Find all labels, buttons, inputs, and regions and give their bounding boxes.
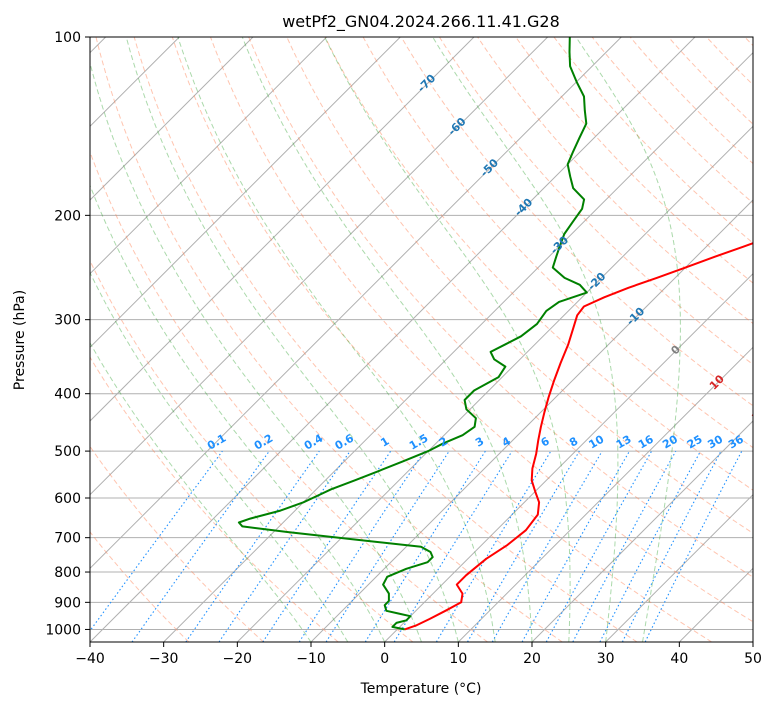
x-tick-label: −20: [223, 651, 253, 667]
x-tick-label: 50: [744, 651, 762, 667]
mixing-ratio-line: [393, 450, 513, 642]
mixing-ratio-line: [325, 450, 450, 642]
isotherm-line: [163, 51, 753, 642]
isotherm-line: [90, 37, 254, 201]
y-tick-label: 700: [54, 531, 81, 547]
y-tick-label: 200: [54, 208, 81, 224]
moist-adiabat-line: [241, 37, 533, 642]
y-axis-ticks: 100 200 300 400 500 600 700 800 900 1000: [45, 30, 90, 638]
y-tick-label: 800: [54, 565, 81, 581]
isotherm-line: [90, 37, 696, 642]
isotherm-line: [236, 125, 753, 642]
pressure-gridlines: [90, 37, 753, 630]
dry-adiabat-line: [133, 37, 638, 642]
dry-adiabat-line: [477, 37, 753, 325]
y-axis-title: Pressure (hPa): [12, 290, 28, 390]
isotherm-line: [90, 37, 549, 496]
profile-lines: [237, 37, 753, 631]
plot-frame: [89, 36, 754, 643]
dry-adiabat-line: [210, 37, 753, 623]
mixing-ratio-line: [185, 450, 320, 642]
dry-adiabat-lines: [90, 37, 753, 642]
dry-adiabat-line: [95, 37, 563, 642]
mixing-ratio-line: [572, 450, 677, 642]
mixing-ratio-line: [545, 450, 653, 642]
chart-title: wetPf2_GN04.2024.266.11.41.G28: [282, 12, 560, 32]
y-tick-label: 1000: [45, 622, 81, 638]
dry-adiabat-line: [90, 531, 190, 642]
mixing-ratio-line: [218, 450, 351, 642]
isotherm-line: [531, 420, 753, 642]
dry-adiabat-line: [90, 356, 339, 642]
dewpoint-profile-line: [237, 37, 588, 631]
isotherm-line: [90, 37, 401, 349]
mixing-ratio-line: [521, 450, 630, 642]
dry-adiabat-line: [400, 37, 753, 407]
x-tick-label: 10: [449, 651, 467, 667]
isotherm-label: 20: [749, 403, 769, 423]
x-tick-label: −40: [75, 651, 105, 667]
isotherm-line: [457, 346, 753, 642]
isotherm-line: [90, 37, 475, 422]
y-tick-label: 900: [54, 595, 81, 611]
dry-adiabat-line: [286, 37, 753, 534]
moist-adiabat-line: [125, 37, 459, 642]
moist-adiabat-line: [90, 184, 386, 642]
y-tick-label: 500: [54, 444, 81, 460]
mixing-ratio-line: [131, 450, 270, 642]
isotherm-line: [90, 37, 328, 275]
mixing-ratio-line: [364, 450, 486, 642]
temperature-profile-line: [404, 242, 753, 631]
mixing-ratio-line: [90, 450, 223, 632]
moist-adiabat-line: [90, 271, 349, 642]
x-axis-ticks: −40 −30 −20 −10 0 10 20 30 40 50: [75, 642, 762, 667]
mixing-ratio-lines: [90, 450, 743, 642]
dry-adiabat-line: [90, 259, 414, 642]
y-tick-label: 600: [54, 491, 81, 507]
mixing-ratio-line: [491, 450, 603, 642]
y-tick-label: 100: [54, 30, 81, 46]
x-tick-label: 40: [670, 651, 688, 667]
moist-adiabat-line: [324, 37, 571, 642]
dry-adiabat-line: [324, 37, 753, 491]
isotherm-line: [310, 199, 753, 642]
dry-adiabat-line: [248, 37, 753, 578]
dry-adiabat-line: [438, 37, 753, 366]
x-axis-title: Temperature (°C): [360, 681, 482, 697]
mixing-ratio-line: [435, 450, 552, 642]
y-tick-label: 400: [54, 387, 81, 403]
dry-adiabat-line: [362, 37, 753, 449]
x-tick-label: 30: [597, 651, 615, 667]
isotherm-line: [90, 37, 622, 570]
mixing-ratio-line: [467, 450, 580, 642]
dry-adiabat-line: [171, 37, 712, 642]
dry-adiabat-line: [591, 37, 753, 204]
x-tick-label: −30: [149, 651, 179, 667]
x-tick-label: −10: [296, 651, 326, 667]
x-tick-label: 0: [380, 651, 389, 667]
moist-adiabat-line: [575, 37, 681, 642]
x-tick-label: 20: [523, 651, 541, 667]
isotherm-line: [605, 493, 753, 642]
isotherm-lines: [90, 37, 753, 642]
isotherm-line: [384, 272, 753, 642]
y-tick-label: 300: [54, 313, 81, 329]
dry-adiabat-line: [90, 150, 488, 642]
dry-adiabat-line: [553, 37, 753, 244]
